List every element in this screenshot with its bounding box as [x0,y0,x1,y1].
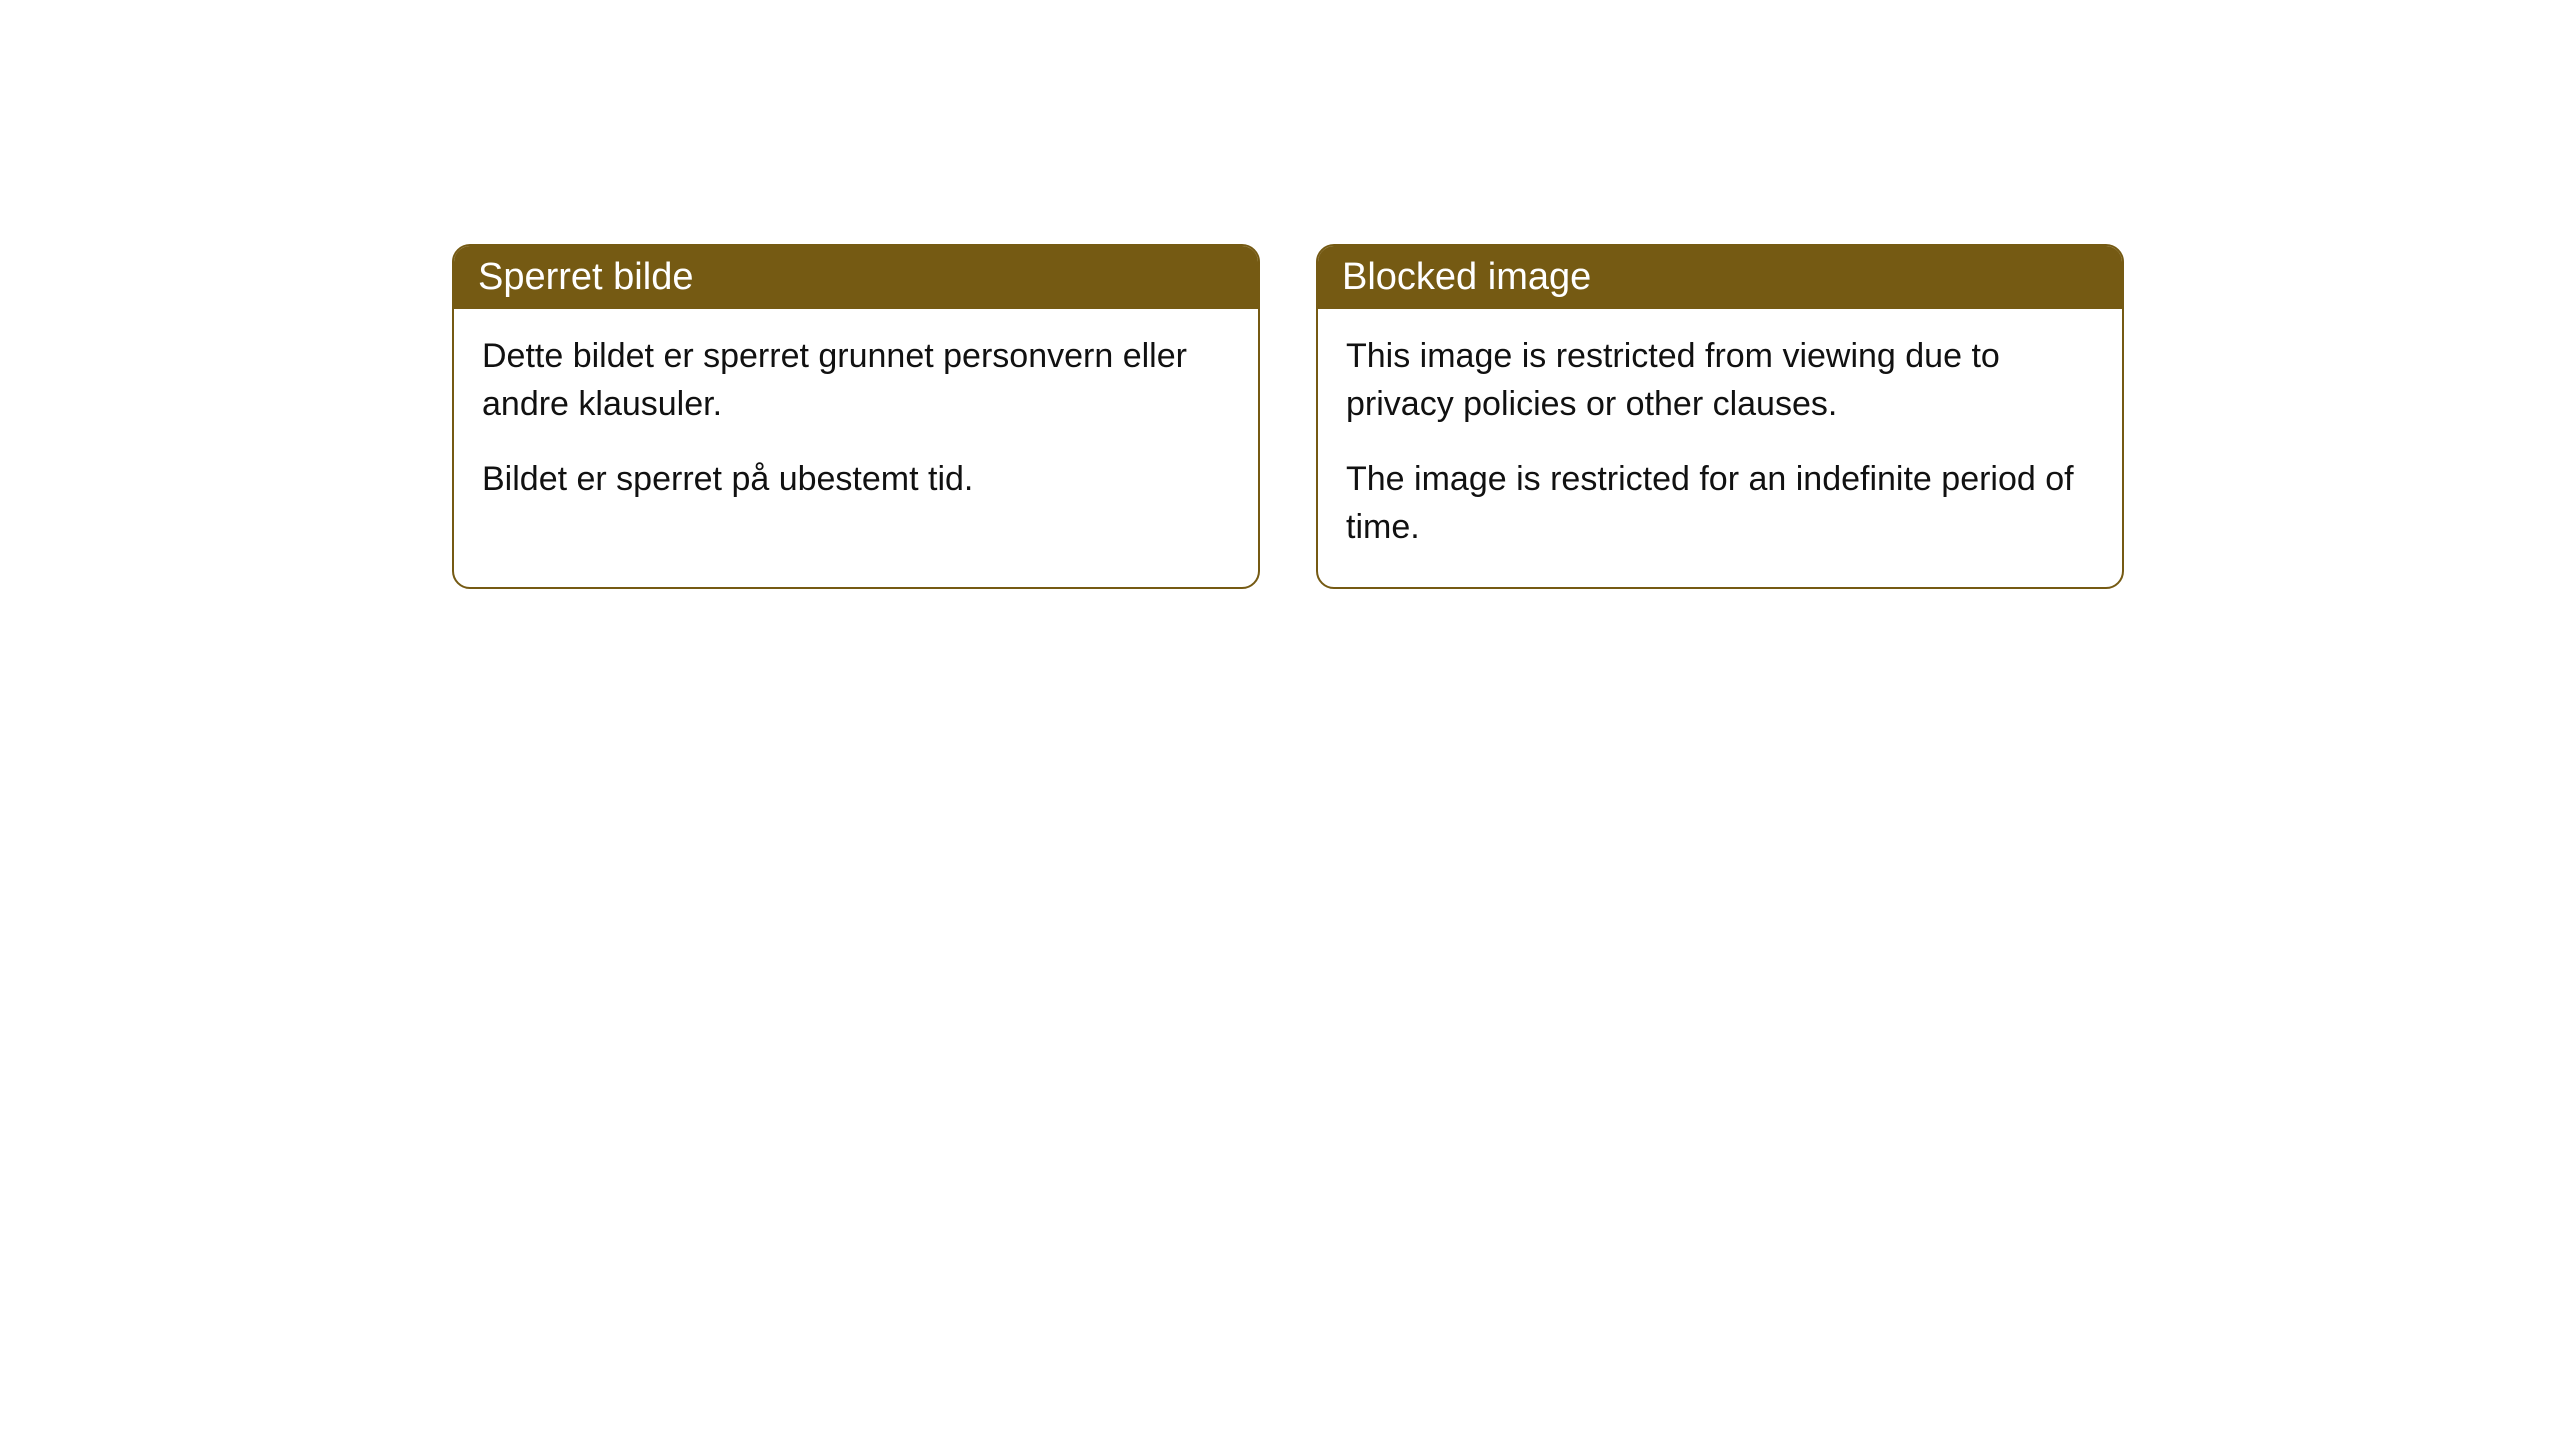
card-body: Dette bildet er sperret grunnet personve… [454,309,1258,540]
card-body: This image is restricted from viewing du… [1318,309,2122,587]
card-header: Blocked image [1318,246,2122,309]
card-paragraph-1: Dette bildet er sperret grunnet personve… [482,333,1230,428]
card-paragraph-2: The image is restricted for an indefinit… [1346,456,2094,551]
blocked-image-card-norwegian: Sperret bilde Dette bildet er sperret gr… [452,244,1260,589]
card-title: Sperret bilde [478,256,693,298]
cards-container: Sperret bilde Dette bildet er sperret gr… [0,0,2560,589]
card-paragraph-2: Bildet er sperret på ubestemt tid. [482,456,1230,504]
card-header: Sperret bilde [454,246,1258,309]
card-paragraph-1: This image is restricted from viewing du… [1346,333,2094,428]
blocked-image-card-english: Blocked image This image is restricted f… [1316,244,2124,589]
card-title: Blocked image [1342,256,1591,298]
